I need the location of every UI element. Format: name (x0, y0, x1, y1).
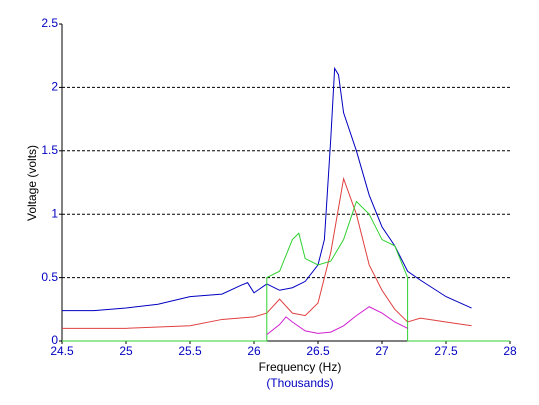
x-tick-label: 27.5 (434, 344, 458, 358)
series-line (266, 306, 408, 336)
y-tick-label: 2.5 (41, 16, 58, 30)
series-line (62, 176, 472, 329)
x-tick-label: 26 (247, 344, 261, 358)
x-axis-sublabel: (Thousands) (266, 376, 333, 390)
y-tick-label: 0 (51, 333, 58, 347)
y-tick-label: 0.5 (41, 270, 58, 284)
x-tick-label: 28 (503, 344, 517, 358)
y-axis-label: Voltage (volts) (25, 145, 39, 221)
y-tick-label: 1.5 (41, 143, 58, 157)
series-line (62, 200, 510, 342)
x-tick-label: 26.5 (306, 344, 330, 358)
x-axis-label: Frequency (Hz) (259, 360, 342, 374)
x-tick-label: 27 (375, 344, 389, 358)
x-tick-label: 25 (119, 344, 133, 358)
y-tick-label: 2 (51, 80, 58, 94)
y-tick-label: 1 (51, 206, 58, 220)
series-line (62, 66, 472, 312)
x-tick-label: 24.5 (50, 344, 74, 358)
x-tick-label: 25.5 (178, 344, 202, 358)
